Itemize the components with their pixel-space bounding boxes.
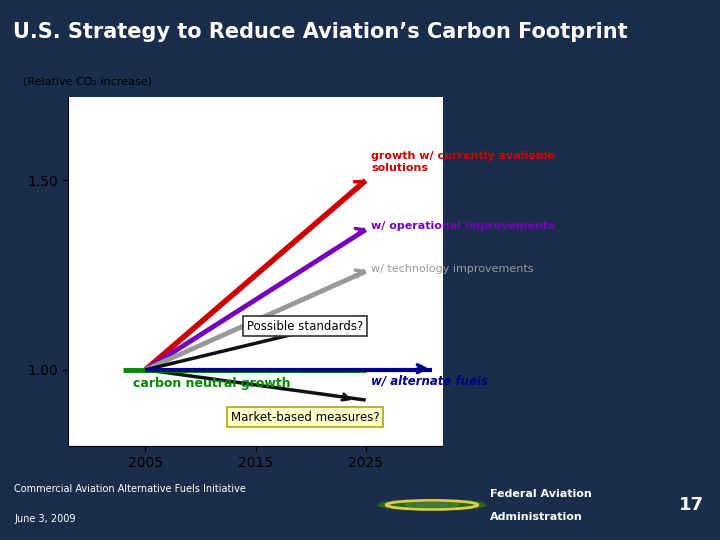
Circle shape: [405, 502, 459, 508]
Text: Possible standards?: Possible standards?: [247, 320, 364, 333]
Text: 17: 17: [679, 496, 703, 514]
Text: Market-based measures?: Market-based measures?: [231, 410, 379, 423]
Text: w/ alternate fuels: w/ alternate fuels: [372, 375, 488, 388]
Text: Administration: Administration: [490, 512, 582, 522]
Text: U.S. Strategy to Reduce Aviation’s Carbon Footprint: U.S. Strategy to Reduce Aviation’s Carbo…: [13, 22, 628, 43]
Text: w/ operational improvements: w/ operational improvements: [372, 221, 555, 231]
Text: carbon neutral growth: carbon neutral growth: [132, 377, 290, 390]
Text: w/ technology improvements: w/ technology improvements: [372, 265, 534, 274]
Text: June 3, 2009: June 3, 2009: [14, 514, 76, 524]
Circle shape: [378, 500, 486, 510]
Text: (Relative CO₂ increase): (Relative CO₂ increase): [24, 77, 153, 87]
Text: Federal Aviation: Federal Aviation: [490, 489, 591, 500]
Text: Commercial Aviation Alternative Fuels Initiative: Commercial Aviation Alternative Fuels In…: [14, 484, 246, 495]
Text: growth w/ currently available
solutions: growth w/ currently available solutions: [372, 151, 555, 173]
